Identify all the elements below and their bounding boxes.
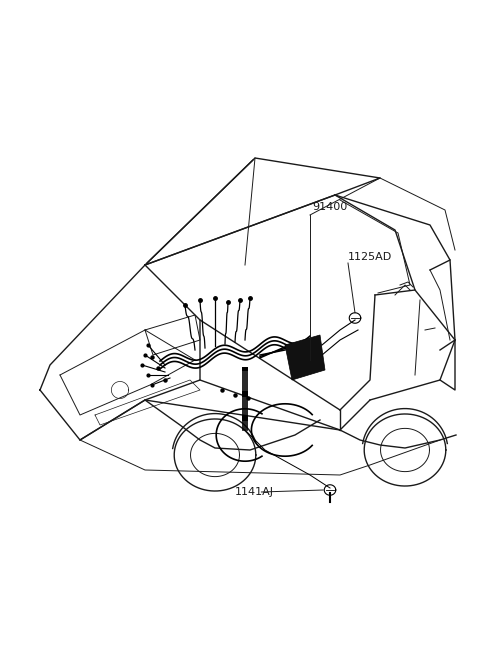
Text: 1125AD: 1125AD — [348, 252, 392, 262]
Polygon shape — [285, 335, 325, 380]
Text: 91400: 91400 — [312, 202, 348, 212]
Text: 1141AJ: 1141AJ — [235, 487, 274, 497]
